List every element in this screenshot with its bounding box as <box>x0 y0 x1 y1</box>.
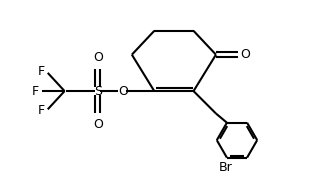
Text: O: O <box>93 118 103 131</box>
Text: Br: Br <box>218 161 232 174</box>
Text: F: F <box>32 85 39 98</box>
Text: O: O <box>93 51 103 64</box>
Text: O: O <box>118 85 128 98</box>
Text: S: S <box>94 85 102 98</box>
Text: F: F <box>38 65 45 78</box>
Text: O: O <box>240 48 250 61</box>
Text: F: F <box>38 104 45 117</box>
